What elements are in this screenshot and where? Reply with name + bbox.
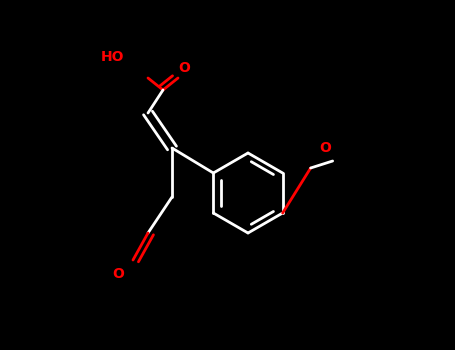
Text: O: O (319, 141, 331, 155)
Text: HO: HO (100, 50, 124, 64)
Text: O: O (178, 61, 190, 75)
Text: O: O (112, 267, 124, 281)
